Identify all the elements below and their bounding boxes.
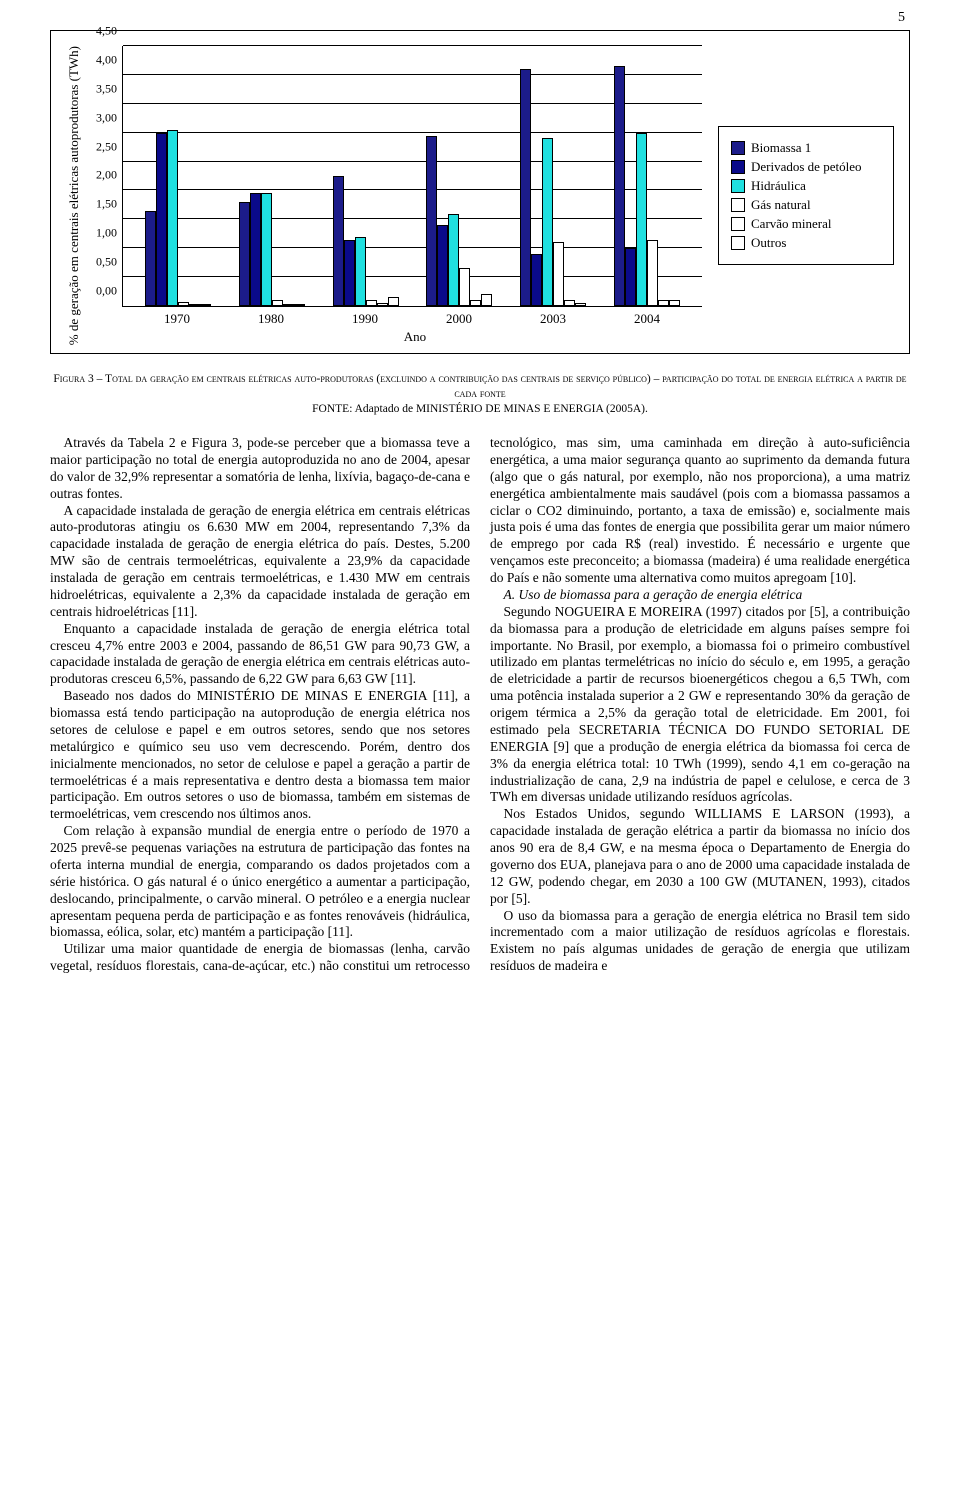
legend-item: Hidráulica: [731, 178, 881, 194]
chart-bar: [669, 300, 680, 306]
chart-bar-group: [239, 46, 305, 306]
chart-ytick: 3,50: [85, 81, 117, 96]
chart-ytick: 2,00: [85, 168, 117, 183]
legend-swatch: [731, 141, 745, 155]
chart-xtick: 1990: [330, 311, 400, 327]
page-number: 5: [898, 10, 905, 26]
legend-label: Derivados de petóleo: [751, 159, 861, 175]
legend-swatch: [731, 236, 745, 250]
legend-item: Gás natural: [731, 197, 881, 213]
legend-label: Biomassa 1: [751, 140, 811, 156]
chart-bar: [272, 300, 283, 306]
chart-bar: [614, 66, 625, 306]
chart-bar: [355, 237, 366, 306]
chart-xtick: 2003: [518, 311, 588, 327]
chart-bar: [564, 300, 575, 306]
legend-swatch: [731, 179, 745, 193]
chart-ytick: 2,50: [85, 139, 117, 154]
paragraph: Com relação à expansão mundial de energi…: [50, 823, 470, 941]
chart-bar: [200, 304, 211, 306]
section-heading: A. Uso de biomassa para a geração de ene…: [490, 587, 910, 604]
chart-bar: [366, 300, 377, 306]
legend-swatch: [731, 217, 745, 231]
chart-ytick: 1,50: [85, 197, 117, 212]
chart-bar-group: [520, 46, 586, 306]
chart-legend: Biomassa 1 Derivados de petóleo Hidráulica…: [718, 126, 894, 265]
chart-bar: [333, 176, 344, 306]
chart-bar: [520, 69, 531, 306]
caption-line2: FONTE: Adaptado de MINISTÉRIO DE MINAS E…: [312, 403, 648, 415]
chart-bar: [239, 202, 250, 306]
caption-line1: Figura 3 – Total da geração em centrais …: [53, 373, 906, 400]
legend-label: Outros: [751, 235, 786, 251]
chart-groups: [123, 46, 702, 306]
legend-swatch: [731, 160, 745, 174]
chart-bar-group: [145, 46, 211, 306]
chart-xtick: 1980: [236, 311, 306, 327]
chart-bar: [261, 193, 272, 306]
chart-bar: [470, 300, 481, 306]
chart-bar: [388, 297, 399, 306]
chart-ytick: 0,00: [85, 284, 117, 299]
paragraph: Enquanto a capacidade instalada de geraç…: [50, 621, 470, 689]
chart-ytick: 1,00: [85, 226, 117, 241]
chart-bar: [283, 304, 294, 306]
paragraph: Segundo NOGUEIRA E MOREIRA (1997) citado…: [490, 604, 910, 807]
chart-bar: [167, 130, 178, 306]
chart-bar: [156, 133, 167, 306]
chart-bar: [448, 214, 459, 306]
body-columns: Através da Tabela 2 e Figura 3, pode-se …: [50, 435, 910, 975]
chart-bar: [189, 304, 200, 306]
chart-ylabel: % de geração em centrais elétricas autop…: [66, 46, 82, 345]
legend-label: Gás natural: [751, 197, 811, 213]
legend-item: Biomassa 1: [731, 140, 881, 156]
paragraph: A capacidade instalada de geração de ene…: [50, 503, 470, 621]
chart-bar-group: [426, 46, 492, 306]
chart-bar: [377, 303, 388, 306]
chart-bar: [344, 240, 355, 306]
chart-bar: [459, 268, 470, 306]
chart-bar: [178, 302, 189, 306]
chart-bar: [542, 138, 553, 306]
legend-item: Derivados de petóleo: [731, 159, 881, 175]
chart-ytick: 4,50: [85, 24, 117, 39]
chart-bar: [625, 248, 636, 306]
chart-bar: [575, 303, 586, 306]
legend-item: Outros: [731, 235, 881, 251]
chart-ytick: 0,50: [85, 255, 117, 270]
chart-bar: [250, 193, 261, 306]
chart-bar: [636, 133, 647, 306]
legend-item: Carvão mineral: [731, 216, 881, 232]
chart-bar: [647, 240, 658, 306]
chart-xticks: 1970 1980 1990 2000 2003 2004: [122, 311, 702, 327]
chart-bar: [553, 242, 564, 306]
paragraph: O uso da biomassa para a geração de ener…: [490, 908, 910, 976]
chart-container: % de geração em centrais elétricas autop…: [50, 30, 910, 354]
chart-bar: [437, 225, 448, 306]
chart-bar: [658, 300, 669, 306]
paragraph: Nos Estados Unidos, segundo WILLIAMS E L…: [490, 806, 910, 907]
chart-ytick: 4,00: [85, 52, 117, 67]
legend-label: Hidráulica: [751, 178, 806, 194]
chart-bar: [531, 254, 542, 306]
chart-bar: [145, 211, 156, 306]
chart-bar: [426, 136, 437, 306]
legend-label: Carvão mineral: [751, 216, 832, 232]
chart-bar-group: [614, 46, 680, 306]
chart-xtick: 2004: [612, 311, 682, 327]
chart-xtick: 1970: [142, 311, 212, 327]
chart-ytick: 3,00: [85, 110, 117, 125]
chart-bar-group: [333, 46, 399, 306]
legend-swatch: [731, 198, 745, 212]
chart-xlabel: Ano: [122, 329, 708, 345]
chart-bar: [294, 304, 305, 306]
paragraph: Através da Tabela 2 e Figura 3, pode-se …: [50, 435, 470, 503]
figure-caption: Figura 3 – Total da geração em centrais …: [50, 372, 910, 417]
chart-plot-area: 0,000,501,001,502,002,503,003,504,004,50: [122, 46, 702, 307]
paragraph: Baseado nos dados do MINISTÉRIO DE MINAS…: [50, 688, 470, 823]
chart-bar: [481, 294, 492, 306]
chart-xtick: 2000: [424, 311, 494, 327]
